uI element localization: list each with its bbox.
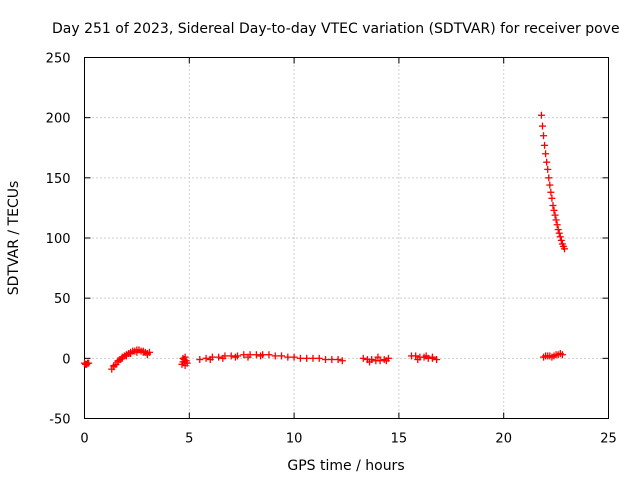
x-axis-label: GPS time / hours bbox=[287, 458, 404, 474]
data-point bbox=[560, 245, 568, 253]
data-point bbox=[537, 111, 545, 119]
data-point bbox=[557, 236, 565, 244]
data-point bbox=[202, 354, 210, 362]
data-point bbox=[328, 356, 336, 364]
data-point bbox=[556, 233, 564, 241]
data-point bbox=[374, 353, 382, 361]
data-point bbox=[545, 174, 553, 182]
data-point bbox=[541, 141, 549, 149]
data-point bbox=[555, 229, 563, 237]
data-point bbox=[554, 226, 562, 234]
data-point bbox=[219, 354, 227, 362]
y-tick-label: 0 bbox=[62, 352, 70, 367]
data-point bbox=[428, 353, 436, 361]
data-point bbox=[334, 356, 342, 364]
data-point bbox=[553, 221, 561, 229]
data-point bbox=[85, 359, 93, 367]
plot-frame bbox=[84, 57, 609, 419]
y-tick-label: 250 bbox=[46, 52, 71, 67]
data-point bbox=[558, 351, 566, 359]
data-point bbox=[548, 194, 556, 202]
x-tick-label: 0 bbox=[80, 432, 88, 447]
data-point bbox=[552, 216, 560, 224]
y-tick-label: 150 bbox=[46, 172, 71, 187]
data-point bbox=[422, 352, 430, 360]
y-tick-label: 100 bbox=[46, 232, 71, 247]
data-point bbox=[133, 348, 141, 356]
data-point bbox=[179, 354, 187, 362]
data-point bbox=[227, 352, 235, 360]
data-point bbox=[549, 202, 557, 210]
data-point bbox=[244, 353, 252, 361]
y-tick-label: 50 bbox=[54, 292, 71, 307]
data-point bbox=[290, 353, 298, 361]
x-tick-label: 25 bbox=[600, 432, 617, 447]
x-tick-label: 15 bbox=[391, 432, 408, 447]
data-point bbox=[114, 357, 122, 365]
data-point bbox=[143, 351, 151, 359]
data-point bbox=[303, 354, 311, 362]
data-point bbox=[382, 357, 390, 365]
data-point bbox=[309, 354, 317, 362]
data-point bbox=[265, 351, 273, 359]
data-point bbox=[127, 350, 135, 358]
data-point bbox=[257, 352, 265, 360]
y-tick-label: 200 bbox=[46, 112, 71, 127]
chart-title: Day 251 of 2023, Sidereal Day-to-day VTE… bbox=[52, 21, 620, 37]
data-point bbox=[240, 351, 248, 359]
data-point bbox=[118, 354, 126, 362]
data-point bbox=[414, 356, 422, 364]
y-axis-label: SDTVAR / TECUs bbox=[6, 181, 22, 296]
data-point bbox=[538, 122, 546, 130]
data-point bbox=[196, 356, 204, 364]
data-point bbox=[110, 362, 118, 370]
x-tick-labels: 0 5 10 15 20 25 bbox=[80, 432, 616, 447]
data-point bbox=[122, 352, 130, 360]
data-point bbox=[546, 181, 554, 189]
data-point bbox=[359, 354, 367, 362]
data-point bbox=[322, 356, 330, 364]
data-point bbox=[376, 357, 384, 365]
data-point bbox=[252, 351, 260, 359]
data-point bbox=[338, 357, 346, 365]
data-point bbox=[542, 150, 550, 158]
data-point bbox=[139, 348, 147, 356]
data-point bbox=[284, 353, 292, 361]
data-point bbox=[366, 358, 374, 366]
axis-ticks bbox=[84, 57, 609, 419]
data-point bbox=[540, 132, 548, 140]
data-point bbox=[550, 206, 558, 214]
data-point bbox=[181, 362, 189, 370]
data-point bbox=[315, 354, 323, 362]
y-tick-label: -50 bbox=[49, 413, 70, 428]
data-point bbox=[543, 158, 551, 166]
data-point bbox=[544, 165, 552, 173]
data-point bbox=[206, 356, 214, 364]
x-tick-label: 10 bbox=[286, 432, 303, 447]
data-point bbox=[215, 353, 223, 361]
x-tick-label: 5 bbox=[185, 432, 193, 447]
data-point bbox=[271, 352, 279, 360]
data-points bbox=[81, 111, 568, 373]
data-point bbox=[412, 352, 420, 360]
data-point bbox=[278, 352, 286, 360]
x-tick-label: 20 bbox=[495, 432, 512, 447]
y-tick-labels: -50 0 50 100 150 200 250 bbox=[46, 52, 71, 428]
data-point bbox=[296, 354, 304, 362]
data-point bbox=[551, 211, 559, 219]
data-point bbox=[547, 188, 555, 196]
grid-lines bbox=[84, 57, 609, 419]
data-point bbox=[231, 353, 239, 361]
data-point bbox=[433, 356, 441, 364]
